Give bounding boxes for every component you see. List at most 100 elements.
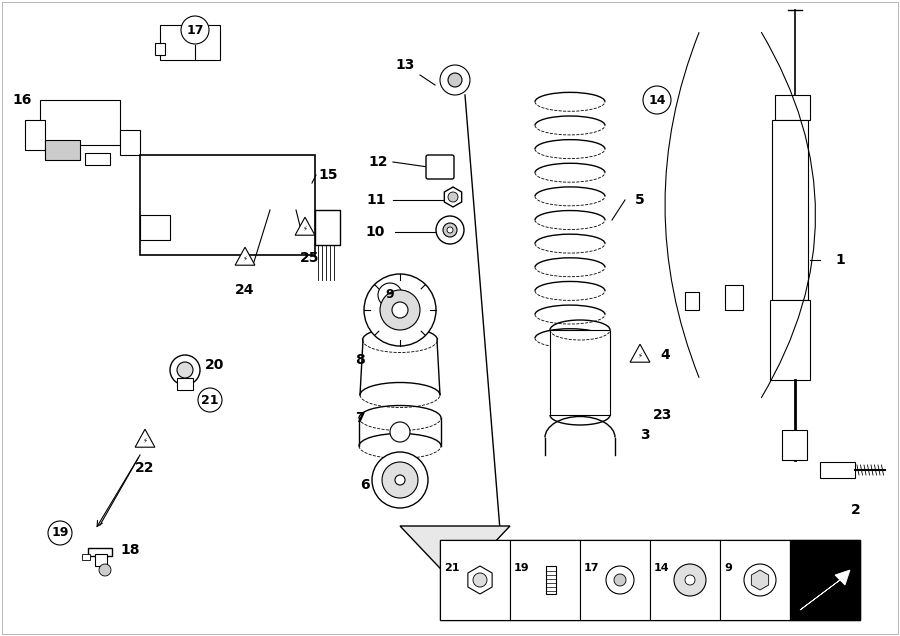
Bar (820, 462, 855, 478)
Circle shape (382, 462, 418, 498)
Text: ⚡: ⚡ (302, 226, 308, 232)
Bar (95, 554, 107, 566)
Polygon shape (468, 566, 492, 594)
Text: 2: 2 (851, 503, 861, 517)
Circle shape (614, 574, 626, 586)
Circle shape (390, 422, 410, 442)
Text: 1: 1 (835, 253, 845, 267)
Text: 18: 18 (121, 543, 140, 557)
Bar (315, 210, 340, 245)
Bar (140, 215, 170, 240)
Text: 11: 11 (366, 193, 386, 207)
Polygon shape (235, 247, 255, 265)
Bar (546, 566, 556, 594)
Circle shape (447, 227, 453, 233)
Polygon shape (295, 218, 315, 235)
Text: 3: 3 (640, 428, 650, 442)
FancyBboxPatch shape (426, 155, 454, 179)
Circle shape (48, 521, 72, 545)
Circle shape (436, 216, 464, 244)
Circle shape (443, 223, 457, 237)
Text: 6: 6 (360, 478, 370, 492)
Bar (88, 548, 112, 556)
Text: 17: 17 (186, 24, 203, 36)
Polygon shape (775, 95, 810, 120)
Bar (140, 155, 315, 255)
Circle shape (380, 290, 420, 330)
Text: 22: 22 (135, 461, 155, 475)
Circle shape (674, 564, 706, 596)
Text: 16: 16 (13, 93, 32, 107)
Text: 10: 10 (365, 225, 384, 239)
Bar (25, 120, 45, 150)
Text: 5: 5 (635, 193, 645, 207)
Circle shape (392, 302, 408, 318)
Text: 14: 14 (654, 563, 670, 573)
Circle shape (198, 388, 222, 412)
Circle shape (440, 65, 470, 95)
Text: 19: 19 (51, 527, 68, 539)
Text: 20: 20 (205, 358, 225, 372)
Circle shape (448, 192, 458, 202)
Circle shape (177, 362, 193, 378)
Bar (510, 540, 580, 620)
Bar (155, 43, 165, 55)
Bar (120, 130, 140, 155)
Bar (782, 430, 807, 460)
Text: 9: 9 (386, 289, 394, 301)
Text: 4: 4 (660, 348, 670, 362)
Bar (790, 540, 860, 620)
Circle shape (364, 274, 436, 346)
Bar (772, 120, 808, 300)
Circle shape (606, 566, 634, 594)
Text: 21: 21 (444, 563, 460, 573)
Circle shape (395, 475, 405, 485)
Text: ⚡: ⚡ (637, 353, 643, 359)
Text: ⚡: ⚡ (243, 256, 248, 262)
Bar (770, 300, 810, 380)
Circle shape (378, 283, 402, 307)
Bar (580, 540, 650, 620)
Text: 13: 13 (395, 58, 415, 72)
Bar (610, 574, 630, 586)
Circle shape (744, 564, 776, 596)
Bar (45, 140, 80, 160)
Circle shape (99, 564, 111, 576)
Polygon shape (752, 570, 769, 590)
Polygon shape (135, 429, 155, 447)
Text: 8: 8 (356, 353, 364, 367)
Text: 00155875: 00155875 (804, 610, 860, 620)
Bar (82, 554, 90, 560)
Bar (40, 100, 120, 145)
Circle shape (372, 452, 428, 508)
Text: 25: 25 (301, 251, 320, 265)
Polygon shape (445, 187, 462, 207)
Text: 7: 7 (356, 411, 364, 425)
Text: 15: 15 (319, 168, 338, 182)
Bar (440, 540, 510, 620)
Circle shape (643, 86, 671, 114)
Circle shape (170, 355, 200, 385)
Bar (650, 540, 720, 620)
Bar (440, 540, 860, 620)
Circle shape (181, 16, 209, 44)
Polygon shape (400, 526, 510, 584)
Bar (177, 378, 193, 390)
Circle shape (473, 573, 487, 587)
Polygon shape (800, 570, 850, 610)
Bar (85, 153, 110, 165)
Bar (160, 25, 220, 60)
Bar (685, 292, 699, 310)
Text: 24: 24 (235, 283, 255, 297)
Text: 19: 19 (514, 563, 529, 573)
Bar (550, 330, 610, 415)
Polygon shape (630, 344, 650, 362)
Circle shape (448, 73, 462, 87)
Bar (790, 540, 860, 620)
Bar (720, 540, 790, 620)
Bar (725, 285, 743, 310)
Text: 23: 23 (653, 408, 672, 422)
Circle shape (685, 575, 695, 585)
Text: 9: 9 (724, 563, 732, 573)
Text: ⚡: ⚡ (142, 438, 148, 444)
